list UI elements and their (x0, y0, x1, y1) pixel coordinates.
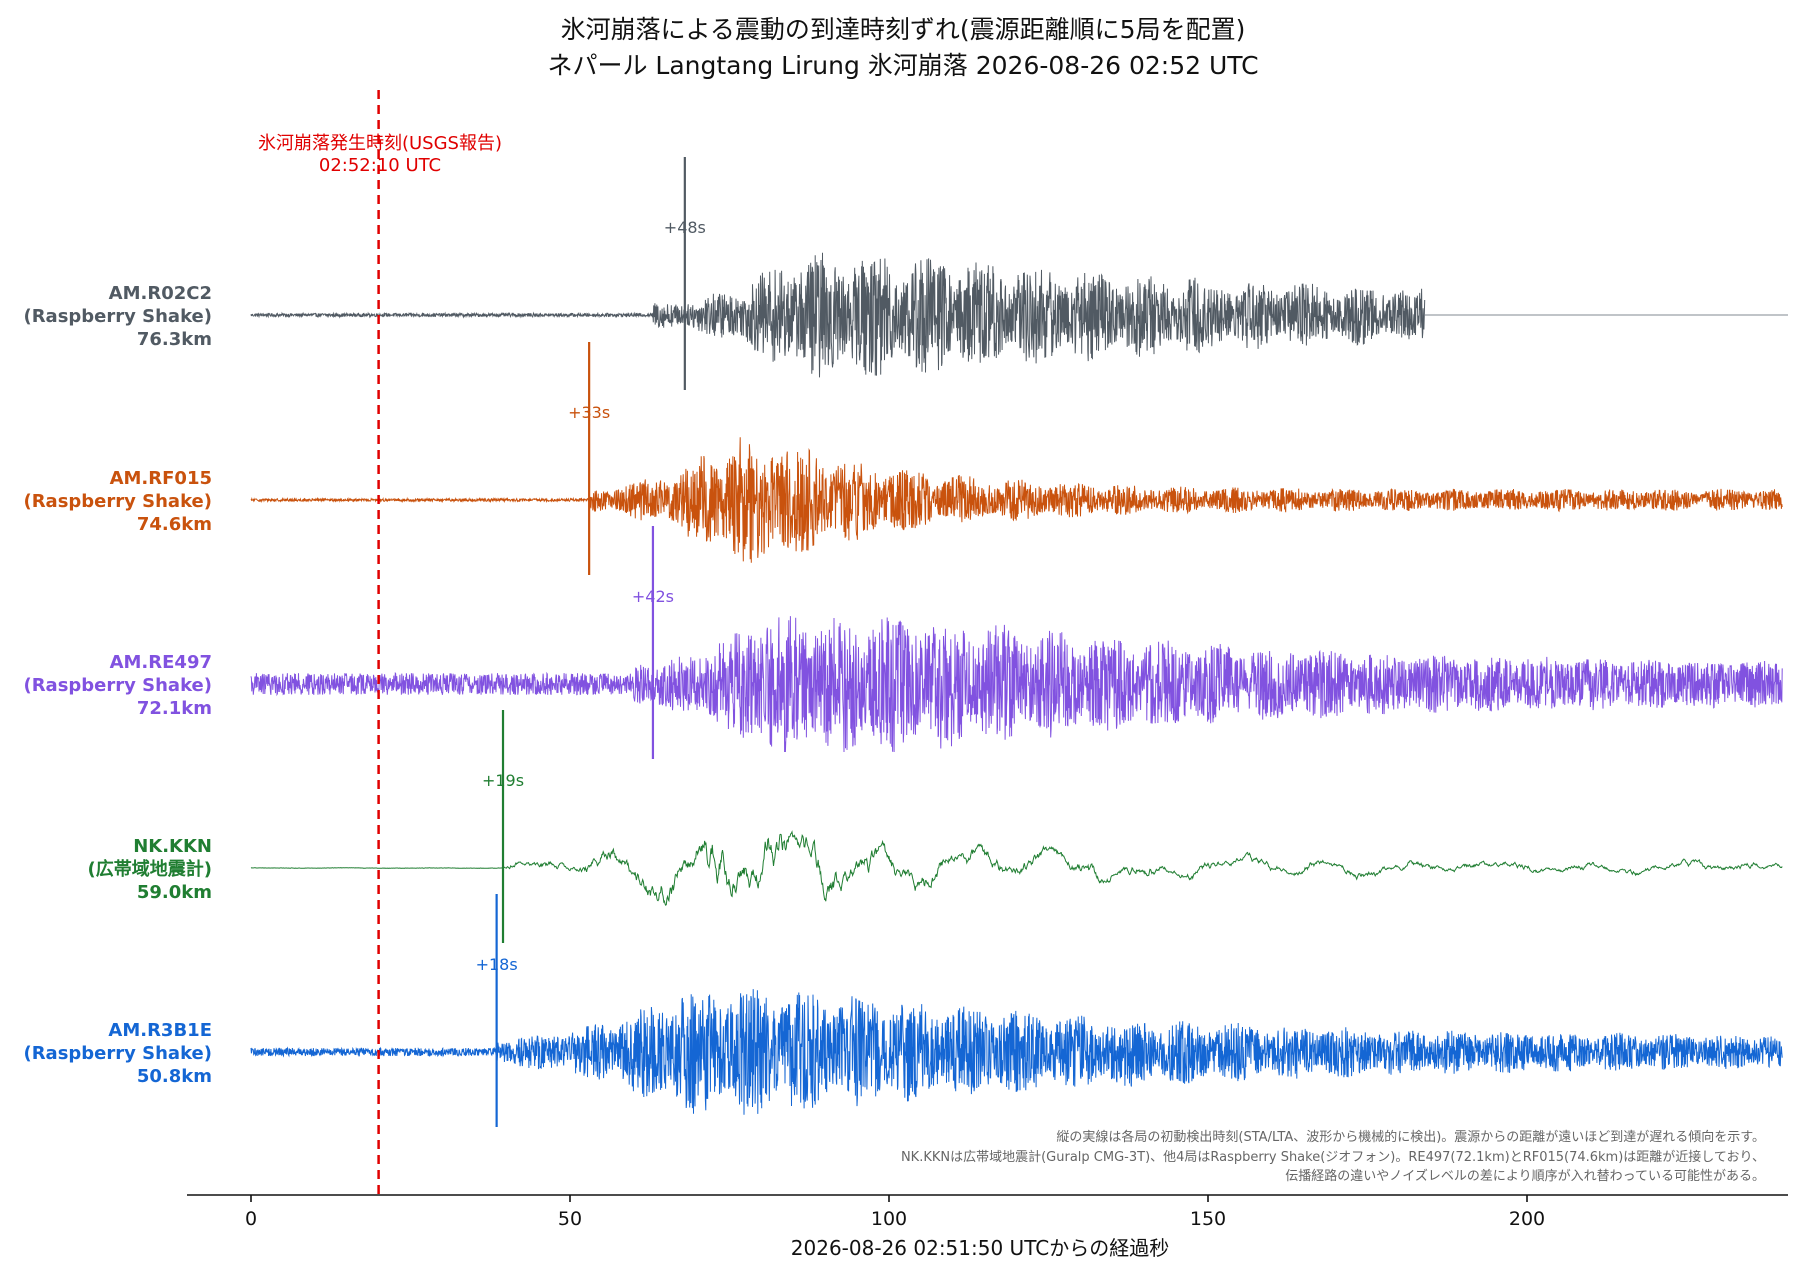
station-label-line: (Raspberry Shake) (23, 1043, 212, 1064)
station-label-line: AM.R3B1E (108, 1020, 212, 1041)
note-line-2: NK.KKNは広帯域地震計(Guralp CMG-3T)、他4局はRaspber… (901, 1149, 1765, 1165)
title-line-2: ネパール Langtang Lirung 氷河崩落 2026-08-26 02:… (547, 51, 1258, 80)
waveform-am-r3b1e (250, 989, 1783, 1115)
pick-offset-label: +18s (476, 955, 518, 974)
x-tick-label: 200 (1509, 1208, 1545, 1230)
pick-offset-label: +33s (568, 403, 610, 422)
waveform-am-re497 (250, 616, 1783, 753)
station-label-line: NK.KKN (133, 836, 212, 857)
chart-notes: 縦の実線は各局の初動検出時刻(STA/LTA、波形から機械的に検出)。震源からの… (901, 1129, 1765, 1184)
station-label-line: AM.RF015 (110, 468, 212, 489)
note-line-3: 伝播経路の違いやノイズレベルの差により順序が入れ替わっている可能性がある。 (1285, 1168, 1765, 1184)
station-label-line: AM.RE497 (110, 652, 212, 673)
station-label-line: (広帯域地震計) (88, 858, 212, 880)
x-tick-label: 100 (871, 1208, 907, 1230)
pick-offset-label: +42s (632, 587, 674, 606)
station-label-line: 72.1km (137, 698, 212, 719)
event-label-line-1: 氷河崩落発生時刻(USGS報告) (258, 133, 502, 154)
waveform-am-r02c2 (250, 252, 1426, 378)
pick-offset-label: +48s (664, 218, 706, 237)
event-label-line-2: 02:52:10 UTC (319, 155, 441, 176)
station-label-line: 50.8km (137, 1066, 212, 1087)
station-label-line: (Raspberry Shake) (23, 306, 212, 327)
waveform-nk-kkn (250, 830, 1783, 907)
station-labels: AM.R02C2(Raspberry Shake)76.3kmAM.RF015(… (23, 283, 212, 1087)
station-label-line: 74.6km (137, 514, 212, 535)
station-label-line: 59.0km (137, 882, 212, 903)
chart-title: 氷河崩落による震動の到達時刻ずれ(震源距離順に5局を配置) ネパール Langt… (547, 15, 1258, 80)
x-axis-label: 2026-08-26 02:51:50 UTCからの経過秒 (791, 1236, 1169, 1260)
pick-offset-label: +19s (482, 771, 524, 790)
station-label-line: 76.3km (137, 329, 212, 350)
x-tick-label: 150 (1190, 1208, 1226, 1230)
event-marker: 氷河崩落発生時刻(USGS報告) 02:52:10 UTC (258, 90, 502, 1195)
station-label-line: (Raspberry Shake) (23, 491, 212, 512)
x-axis: 0 50 100 150 200 (187, 1194, 1788, 1230)
x-tick-label: 0 (245, 1208, 257, 1230)
waveform-traces: +48s +33s +42s +19s +18s (250, 157, 1788, 1127)
waveform-am-rf015 (250, 437, 1783, 563)
title-line-1: 氷河崩落による震動の到達時刻ずれ(震源距離順に5局を配置) (561, 15, 1246, 44)
station-label-line: AM.R02C2 (109, 283, 212, 304)
station-label-line: (Raspberry Shake) (23, 675, 212, 696)
x-tick-label: 50 (558, 1208, 582, 1230)
note-line-1: 縦の実線は各局の初動検出時刻(STA/LTA、波形から機械的に検出)。震源からの… (1056, 1129, 1765, 1145)
